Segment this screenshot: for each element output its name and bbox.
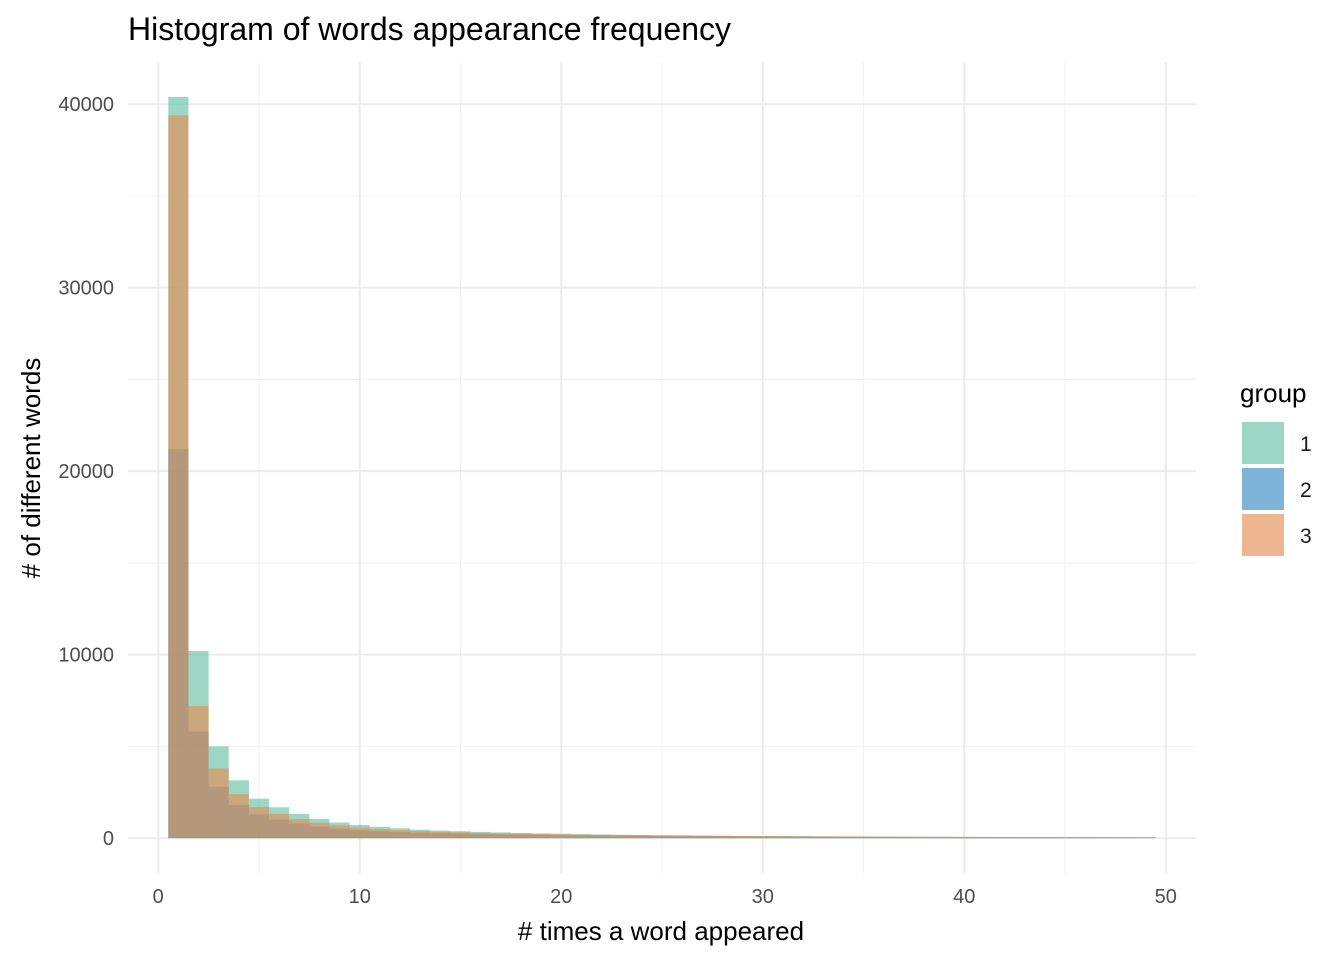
series-3-bars <box>168 115 1156 839</box>
histogram-bar <box>772 836 793 839</box>
histogram-bar <box>611 835 632 839</box>
histogram-bar <box>672 835 693 839</box>
histogram-bars <box>168 96 1156 839</box>
histogram-bar <box>1034 837 1055 839</box>
histogram-bar <box>994 837 1015 839</box>
histogram-bar <box>430 831 451 839</box>
histogram-bar <box>1075 837 1096 839</box>
legend-key-3 <box>1242 514 1284 556</box>
histogram-bar <box>893 836 914 839</box>
histogram-bar <box>208 768 229 839</box>
x-tick-label: 40 <box>953 886 975 908</box>
x-axis-ticks: 0 10 20 30 40 50 <box>153 886 1177 908</box>
histogram-bar <box>792 836 814 839</box>
histogram-bar <box>389 830 411 839</box>
histogram-bar <box>934 836 955 839</box>
legend-label-3: 3 <box>1300 525 1312 548</box>
histogram-bar <box>369 828 390 839</box>
histogram-bar <box>450 832 471 839</box>
histogram-bar <box>329 825 350 839</box>
histogram-bar <box>833 836 854 839</box>
chart-title: Histogram of words appearance frequency <box>128 11 731 47</box>
legend-key-1 <box>1242 422 1284 464</box>
histogram-bar <box>269 813 290 839</box>
histogram-bar <box>1135 837 1156 839</box>
histogram-bar <box>490 833 511 839</box>
histogram-bar <box>349 827 370 839</box>
histogram-bar <box>591 834 612 839</box>
histogram-bar <box>873 836 894 839</box>
x-tick-label: 10 <box>349 886 371 908</box>
histogram-bar <box>248 806 270 839</box>
histogram-bar <box>752 836 773 839</box>
x-axis-title: # times a word appeared <box>518 916 804 946</box>
histogram-bar <box>470 832 491 839</box>
histogram-bar <box>309 822 330 839</box>
histogram-bar <box>188 706 209 839</box>
histogram-bar <box>289 819 310 839</box>
histogram-bar <box>571 834 592 839</box>
histogram-bar <box>1095 837 1116 839</box>
legend: group 1 2 3 <box>1240 378 1312 556</box>
histogram-bar <box>631 835 652 839</box>
x-tick-label: 20 <box>550 886 572 908</box>
histogram-bar <box>1014 837 1035 839</box>
x-tick-label: 50 <box>1155 886 1177 908</box>
histogram-bar <box>510 833 532 839</box>
legend-key-2 <box>1242 468 1284 510</box>
histogram-bar <box>974 836 995 839</box>
histogram-bar <box>913 836 935 839</box>
x-tick-label: 30 <box>752 886 774 908</box>
grid-lines <box>128 62 1196 873</box>
histogram-bar <box>712 835 733 839</box>
histogram-bar <box>531 834 552 839</box>
histogram-bar <box>954 836 975 839</box>
y-tick-label: 40000 <box>58 94 114 116</box>
legend-label-2: 2 <box>1300 479 1312 502</box>
legend-label-1: 1 <box>1300 433 1312 456</box>
histogram-bar <box>228 794 249 839</box>
histogram-bar <box>410 830 431 839</box>
y-tick-label: 10000 <box>58 645 114 667</box>
y-axis-title: # of different words <box>16 358 46 579</box>
histogram-bar <box>1115 837 1136 839</box>
histogram-bar <box>168 115 189 839</box>
histogram-bar <box>732 835 753 839</box>
y-axis-ticks: 0 10000 20000 30000 40000 <box>58 94 114 850</box>
histogram-bar <box>813 836 834 839</box>
legend-title: group <box>1240 378 1307 408</box>
histogram-bar <box>1054 837 1076 839</box>
histogram-bar <box>551 834 572 839</box>
y-tick-label: 0 <box>103 828 114 850</box>
y-tick-label: 20000 <box>58 461 114 483</box>
histogram-bar <box>692 835 713 839</box>
x-tick-label: 0 <box>153 886 164 908</box>
histogram-bar <box>853 836 874 839</box>
y-tick-label: 30000 <box>58 278 114 300</box>
histogram-bar <box>651 835 673 839</box>
